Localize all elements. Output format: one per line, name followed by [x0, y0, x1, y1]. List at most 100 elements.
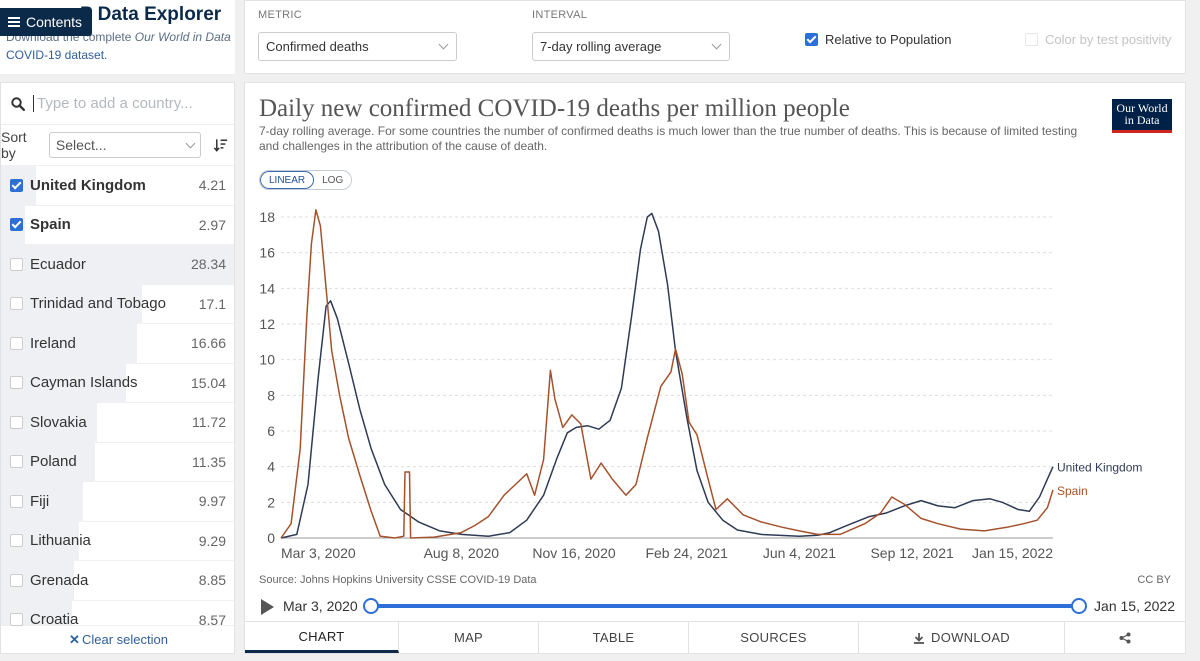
country-checkbox[interactable] [10, 494, 23, 508]
country-row[interactable]: Slovakia 11.72 [1, 402, 234, 442]
tab-chart[interactable]: CHART [245, 622, 399, 653]
sort-order-icon[interactable] [213, 137, 228, 153]
country-row[interactable]: Cayman Islands 15.04 [1, 362, 234, 402]
value-bar [1, 245, 234, 284]
chart-title: Daily new confirmed COVID-19 deaths per … [259, 95, 850, 122]
country-value: 15.04 [190, 374, 226, 391]
test-positivity-toggle[interactable]: Color by test positivity [1025, 32, 1171, 47]
timeline-start-handle[interactable] [363, 598, 379, 614]
country-list: United Kingdom 4.21 Spain 2.97 Ecuador 28.34 T… [1, 165, 234, 639]
country-row[interactable]: Lithuania 9.29 [1, 520, 234, 560]
country-value: 11.35 [192, 453, 226, 470]
chart-source: Source: Johns Hopkins University CSSE CO… [259, 574, 537, 586]
country-row[interactable]: Spain 2.97 [1, 204, 234, 244]
metric-label: METRIC [258, 9, 302, 21]
relative-to-population-toggle[interactable]: Relative to Population [805, 32, 951, 47]
y-tick-label: 8 [267, 387, 275, 403]
country-checkbox[interactable] [10, 257, 23, 271]
contents-label: Contents [26, 14, 83, 30]
country-row[interactable]: Trinidad and Tobago 17.1 [1, 283, 234, 323]
owid-logo[interactable]: Our World in Data [1112, 99, 1172, 133]
country-row[interactable]: Poland 11.35 [1, 441, 234, 481]
chevron-down-icon [438, 39, 449, 50]
country-row[interactable]: Grenada 8.85 [1, 560, 234, 600]
country-checkbox[interactable] [10, 218, 23, 232]
x-tick-label: Feb 24, 2021 [645, 545, 728, 561]
country-row[interactable]: Ecuador 28.34 [1, 244, 234, 284]
country-name: United Kingdom [30, 176, 146, 194]
country-checkbox[interactable] [10, 455, 23, 469]
share-icon [1119, 632, 1131, 643]
country-name: Grenada [30, 571, 89, 589]
country-value: 2.97 [198, 216, 226, 233]
timeline-end-label: Jan 15, 2022 [1094, 598, 1175, 614]
subtitle-emphasis: Our World in Data [134, 30, 231, 44]
timeline-track[interactable] [363, 598, 1087, 614]
tab-table[interactable]: TABLE [539, 622, 689, 653]
search-row [1, 83, 234, 125]
y-tick-label: 10 [259, 352, 275, 368]
clear-selection-label: Clear selection [81, 632, 168, 647]
value-bar [1, 324, 138, 363]
metric-select[interactable]: Confirmed deaths [258, 32, 457, 61]
country-search-input[interactable] [33, 95, 213, 112]
country-value: 8.85 [198, 572, 226, 589]
value-bar [1, 284, 142, 323]
sort-label: Sort by [1, 129, 27, 161]
search-icon [11, 96, 25, 111]
x-tick-label: Jan 15, 2022 [972, 545, 1053, 561]
chevron-down-icon [711, 39, 722, 50]
chart-grid [281, 216, 1053, 539]
chart-license[interactable]: CC BY [1137, 574, 1171, 586]
country-name: Croatia [30, 611, 79, 629]
interval-select-value: 7-day rolling average [540, 39, 662, 54]
country-name: Trinidad and Tobago [30, 295, 166, 313]
tab-map[interactable]: MAP [399, 622, 539, 653]
country-checkbox[interactable] [10, 297, 23, 311]
country-row[interactable]: United Kingdom 4.21 [1, 165, 234, 205]
tab-sources[interactable]: SOURCES [689, 622, 859, 653]
country-value: 16.66 [190, 335, 226, 352]
chart-lines [280, 209, 1054, 539]
dataset-link[interactable]: COVID-19 dataset. [6, 48, 108, 62]
country-checkbox[interactable] [10, 573, 23, 587]
sort-row: Sort by Select... [1, 125, 234, 165]
clear-selection-button[interactable]: ✕ Clear selection [1, 625, 234, 653]
country-checkbox[interactable] [10, 178, 23, 192]
timeline-end-handle[interactable] [1071, 598, 1087, 614]
metric-select-value: Confirmed deaths [266, 39, 369, 54]
country-checkbox[interactable] [10, 534, 23, 548]
sort-select[interactable]: Select... [48, 132, 201, 158]
country-name: Cayman Islands [30, 374, 138, 392]
country-checkbox[interactable] [10, 415, 23, 429]
tab-download[interactable]: DOWNLOAD [859, 622, 1065, 653]
x-tick-label: Aug 8, 2020 [424, 545, 500, 561]
country-checkbox[interactable] [10, 376, 23, 390]
play-icon[interactable] [261, 599, 274, 615]
share-button[interactable] [1065, 622, 1185, 653]
country-row[interactable]: Ireland 16.66 [1, 323, 234, 363]
country-name: Poland [30, 453, 77, 471]
test-positivity-checkbox[interactable] [1025, 33, 1038, 46]
relative-checkbox[interactable] [805, 33, 818, 46]
menu-icon [8, 17, 20, 27]
country-name: Ireland [30, 334, 76, 352]
interval-select[interactable]: 7-day rolling average [532, 32, 730, 61]
scale-log-button[interactable]: LOG [322, 174, 344, 186]
contents-button[interactable]: Contents [0, 8, 92, 36]
country-checkbox[interactable] [10, 336, 23, 350]
country-value: 9.29 [198, 532, 226, 549]
scale-linear-button[interactable]: LINEAR [260, 171, 315, 189]
x-tick-label: Jun 4, 2021 [763, 545, 836, 561]
x-tick-label: Mar 3, 2020 [281, 545, 356, 561]
logo-line-1: Our World [1116, 101, 1168, 115]
country-name: Spain [30, 216, 71, 234]
y-tick-label: 16 [259, 245, 275, 261]
country-name: Slovakia [30, 413, 87, 431]
country-name: Fiji [30, 492, 50, 510]
country-checkbox[interactable] [10, 613, 23, 627]
chevron-down-icon [185, 138, 196, 148]
country-row[interactable]: Fiji 9.97 [1, 481, 234, 521]
controls-bar: METRIC Confirmed deaths INTERVAL 7-day r… [244, 0, 1186, 74]
y-tick-label: 6 [267, 423, 275, 439]
